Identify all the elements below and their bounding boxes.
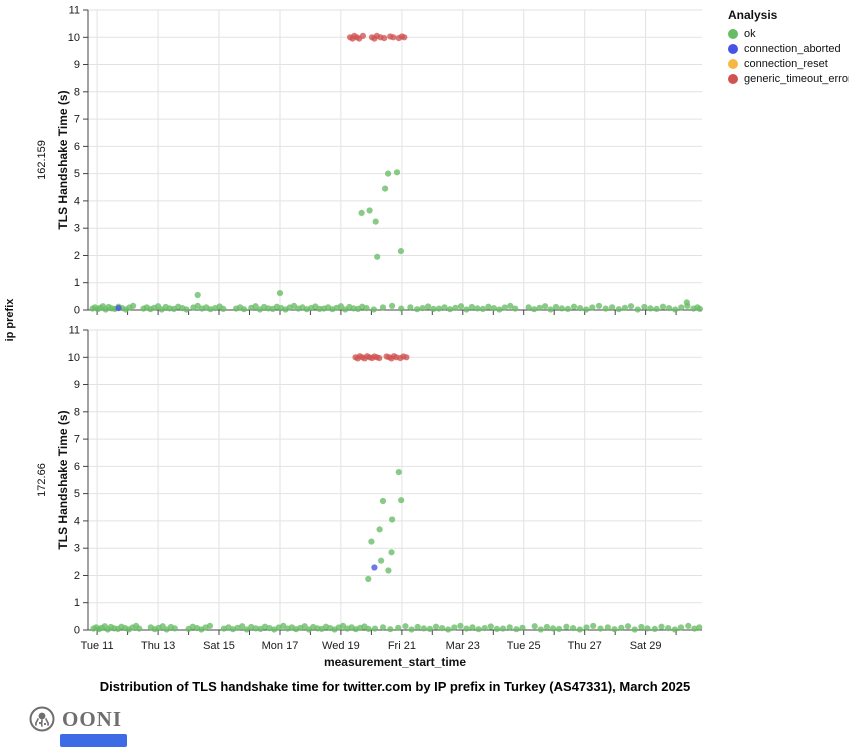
svg-text:8: 8 xyxy=(74,406,80,418)
facet-label-172-66: 172.66 xyxy=(36,463,48,497)
legend-label: connection_reset xyxy=(744,58,828,70)
chart-title: Distribution of TLS handshake time for t… xyxy=(99,679,691,694)
legend-title: Analysis xyxy=(728,8,778,22)
svg-text:10: 10 xyxy=(68,32,80,44)
svg-text:0: 0 xyxy=(74,625,80,637)
connection-aborted-color-dot xyxy=(728,44,738,54)
svg-text:5: 5 xyxy=(74,168,80,180)
scatter-plot: 0 1 2 3 4 5 6 7 8 9 10 11 0 1 2 3 4 5 6 7 8 9 10 11 Tue 11 Thu 13… xyxy=(68,5,704,652)
svg-text:Wed 19: Wed 19 xyxy=(322,640,360,652)
svg-text:Mon 17: Mon 17 xyxy=(262,640,299,652)
svg-text:4: 4 xyxy=(74,195,80,207)
svg-text:11: 11 xyxy=(69,325,80,337)
svg-text:2: 2 xyxy=(74,570,80,582)
svg-text:6: 6 xyxy=(74,141,80,153)
facet-label-162-159: 162.159 xyxy=(36,140,48,180)
svg-text:Tue 11: Tue 11 xyxy=(81,640,114,652)
svg-text:3: 3 xyxy=(74,543,80,555)
svg-text:4: 4 xyxy=(74,515,80,527)
svg-text:Mar 23: Mar 23 xyxy=(446,640,480,652)
svg-text:Thu 27: Thu 27 xyxy=(568,640,602,652)
svg-text:2: 2 xyxy=(74,250,80,262)
legend-item-generic-timeout-error: generic_timeout_error xyxy=(728,73,849,85)
facet-axis-title: ip prefix xyxy=(4,298,16,342)
svg-text:9: 9 xyxy=(74,59,80,71)
y-axis-title-bottom: TLS Handshake Time (s) xyxy=(56,410,70,550)
svg-text:0: 0 xyxy=(74,305,80,317)
ooni-logo-icon xyxy=(29,706,55,732)
svg-text:Sat 15: Sat 15 xyxy=(203,640,235,652)
svg-text:3: 3 xyxy=(74,223,80,235)
legend-label: connection_aborted xyxy=(744,43,841,55)
legend-item-connection-aborted: connection_aborted xyxy=(728,43,849,55)
svg-text:7: 7 xyxy=(74,114,80,126)
svg-text:Thu 13: Thu 13 xyxy=(141,640,175,652)
connection-reset-color-dot xyxy=(728,59,738,69)
legend-label: ok xyxy=(744,28,756,40)
svg-text:8: 8 xyxy=(74,86,80,98)
svg-text:1: 1 xyxy=(74,597,80,609)
ok-color-dot xyxy=(728,29,738,39)
legend: Analysis ok connection_aborted connectio… xyxy=(728,8,849,88)
generic-timeout-error-color-dot xyxy=(728,74,738,84)
horizontal-scrollbar-thumb[interactable] xyxy=(60,734,127,747)
footer-brand: OONI xyxy=(28,705,122,733)
svg-text:11: 11 xyxy=(69,5,80,17)
x-axis-title: measurement_start_time xyxy=(323,655,467,669)
legend-item-connection-reset: connection_reset xyxy=(728,58,849,70)
svg-text:Sat 29: Sat 29 xyxy=(630,640,662,652)
legend-label: generic_timeout_error xyxy=(744,73,849,85)
svg-text:7: 7 xyxy=(74,434,80,446)
svg-text:6: 6 xyxy=(74,461,80,473)
svg-text:Tue 25: Tue 25 xyxy=(507,640,541,652)
svg-text:Fri 21: Fri 21 xyxy=(388,640,416,652)
y-axis-title-top: TLS Handshake Time (s) xyxy=(56,90,70,230)
svg-text:5: 5 xyxy=(74,488,80,500)
brand-name: OONI xyxy=(62,706,123,731)
legend-item-ok: ok xyxy=(728,28,849,40)
svg-text:10: 10 xyxy=(68,352,80,364)
svg-text:1: 1 xyxy=(74,277,80,289)
svg-text:9: 9 xyxy=(74,379,80,391)
